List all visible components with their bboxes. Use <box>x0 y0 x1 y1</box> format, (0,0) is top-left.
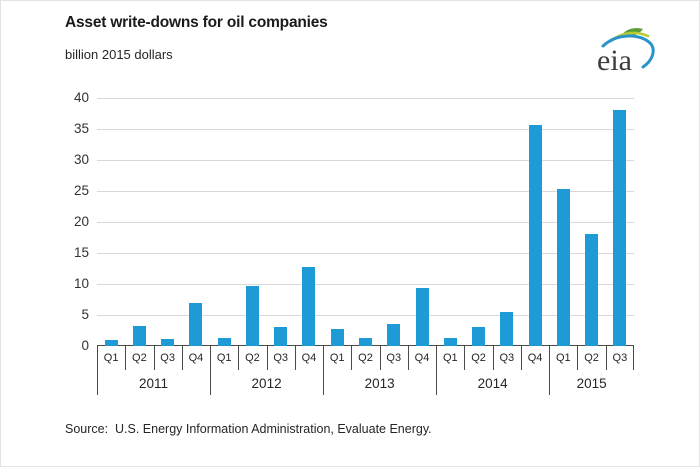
quarter-separator <box>125 346 127 370</box>
quarter-separator <box>605 346 607 370</box>
y-tick-label-40: 40 <box>73 90 89 105</box>
x-tick-2014-Q4: Q4 <box>527 352 543 364</box>
x-tick-2011-Q1: Q1 <box>103 352 119 364</box>
gridline-15 <box>97 252 634 254</box>
bar-2012-Q2 <box>245 286 259 346</box>
bar-2013-Q3 <box>387 324 401 346</box>
bar-2011-Q2 <box>132 326 146 346</box>
x-tick-2014-Q2: Q2 <box>471 352 486 364</box>
quarter-separator <box>492 346 494 370</box>
x-tick-2013-Q4: Q4 <box>414 352 430 364</box>
x-tick-2011-Q2: Q2 <box>132 352 147 364</box>
x-tick-2011-Q4: Q4 <box>188 352 204 364</box>
year-boundary-after-2014 <box>549 346 551 395</box>
y-tick-label-25: 25 <box>73 183 89 198</box>
gridline-10 <box>97 283 634 285</box>
quarter-separator <box>577 346 579 370</box>
eia-logo: eia <box>591 23 659 79</box>
bar-2011-Q4 <box>189 303 203 346</box>
bar-2012-Q4 <box>302 267 316 346</box>
year-label-2011: 2011 <box>139 376 169 391</box>
x-tick-2014-Q1: Q1 <box>442 352 458 364</box>
x-tick-2012-Q1: Q1 <box>216 352 232 364</box>
bar-2014-Q4 <box>528 125 542 346</box>
bar-2011-Q1 <box>104 340 118 346</box>
bar-2011-Q3 <box>161 339 175 346</box>
year-label-2014: 2014 <box>477 376 508 391</box>
year-boundary-after-2011 <box>210 346 212 395</box>
x-tick-2013-Q3: Q3 <box>386 352 402 364</box>
bar-2015-Q1 <box>556 189 570 346</box>
quarter-separator <box>181 346 183 370</box>
y-tick-label-30: 30 <box>73 152 89 167</box>
quarter-separator <box>351 346 353 370</box>
gridline-25 <box>97 190 634 192</box>
gridline-40 <box>97 97 634 99</box>
x-tick-2013-Q2: Q2 <box>358 352 373 364</box>
x-tick-2014-Q3: Q3 <box>499 352 515 364</box>
y-tick-label-15: 15 <box>73 245 89 260</box>
chart-title: Asset write-downs for oil companies <box>65 14 328 31</box>
x-tick-2012-Q2: Q2 <box>245 352 260 364</box>
bar-2013-Q2 <box>359 338 372 346</box>
quarter-separator <box>238 346 240 370</box>
bar-2015-Q2 <box>585 234 599 346</box>
source-note: Source: U.S. Energy Information Administ… <box>65 422 432 436</box>
x-tick-2012-Q4: Q4 <box>301 352 317 364</box>
y-tick-label-5: 5 <box>81 307 89 322</box>
x-tick-2012-Q3: Q3 <box>273 352 289 364</box>
bar-2014-Q1 <box>443 338 457 346</box>
y-tick-label-35: 35 <box>73 121 89 136</box>
gridline-30 <box>97 159 634 161</box>
x-tick-2015-Q3: Q3 <box>612 352 628 364</box>
quarter-separator <box>379 346 381 370</box>
quarter-separator <box>464 346 466 370</box>
x-axis: Q1 Q2 Q3 Q4 2011 Q1 Q2 Q3 Q4 2012 Q1 Q2 Q3 Q4 2013 Q1 Q2… <box>97 346 634 396</box>
x-tick-2015-Q2: Q2 <box>584 352 599 364</box>
year-boundary-after-2013 <box>436 346 438 395</box>
year-label-2015: 2015 <box>576 376 607 391</box>
quarter-separator <box>266 346 268 370</box>
x-tick-2011-Q3: Q3 <box>160 352 175 364</box>
logo-blue-swoosh <box>601 34 655 69</box>
quarter-separator <box>294 346 296 370</box>
year-label-2013: 2013 <box>364 376 395 391</box>
logo-text: eia <box>597 44 632 77</box>
gridline-20 <box>97 221 634 223</box>
quarter-separator <box>407 346 409 370</box>
y-tick-label-20: 20 <box>73 214 89 229</box>
axis-right-edge <box>633 346 634 370</box>
gridline-35 <box>97 128 634 130</box>
x-tick-2015-Q1: Q1 <box>555 352 571 364</box>
bar-2014-Q3 <box>500 312 514 346</box>
bar-2012-Q3 <box>274 327 288 346</box>
plot-area: 0 5 10 15 20 25 30 35 40 <box>74 90 634 353</box>
year-label-2012: 2012 <box>251 376 282 391</box>
y-tick-label-10: 10 <box>73 276 89 291</box>
chart-subtitle: billion 2015 dollars <box>65 47 173 62</box>
quarter-separator <box>153 346 155 370</box>
x-tick-2013-Q1: Q1 <box>329 352 345 364</box>
bar-2012-Q1 <box>217 338 231 346</box>
year-boundary-after-2012 <box>323 346 325 395</box>
gridline-5 <box>97 314 634 316</box>
eia-logo-graphic: eia <box>597 28 655 77</box>
year-boundary-left <box>97 346 98 395</box>
bar-2015-Q3 <box>613 110 627 346</box>
bar-2013-Q4 <box>415 288 429 346</box>
bar-2013-Q1 <box>330 329 344 346</box>
bar-2014-Q2 <box>472 327 486 346</box>
y-tick-label-0: 0 <box>81 338 89 353</box>
quarter-separator <box>520 346 522 370</box>
